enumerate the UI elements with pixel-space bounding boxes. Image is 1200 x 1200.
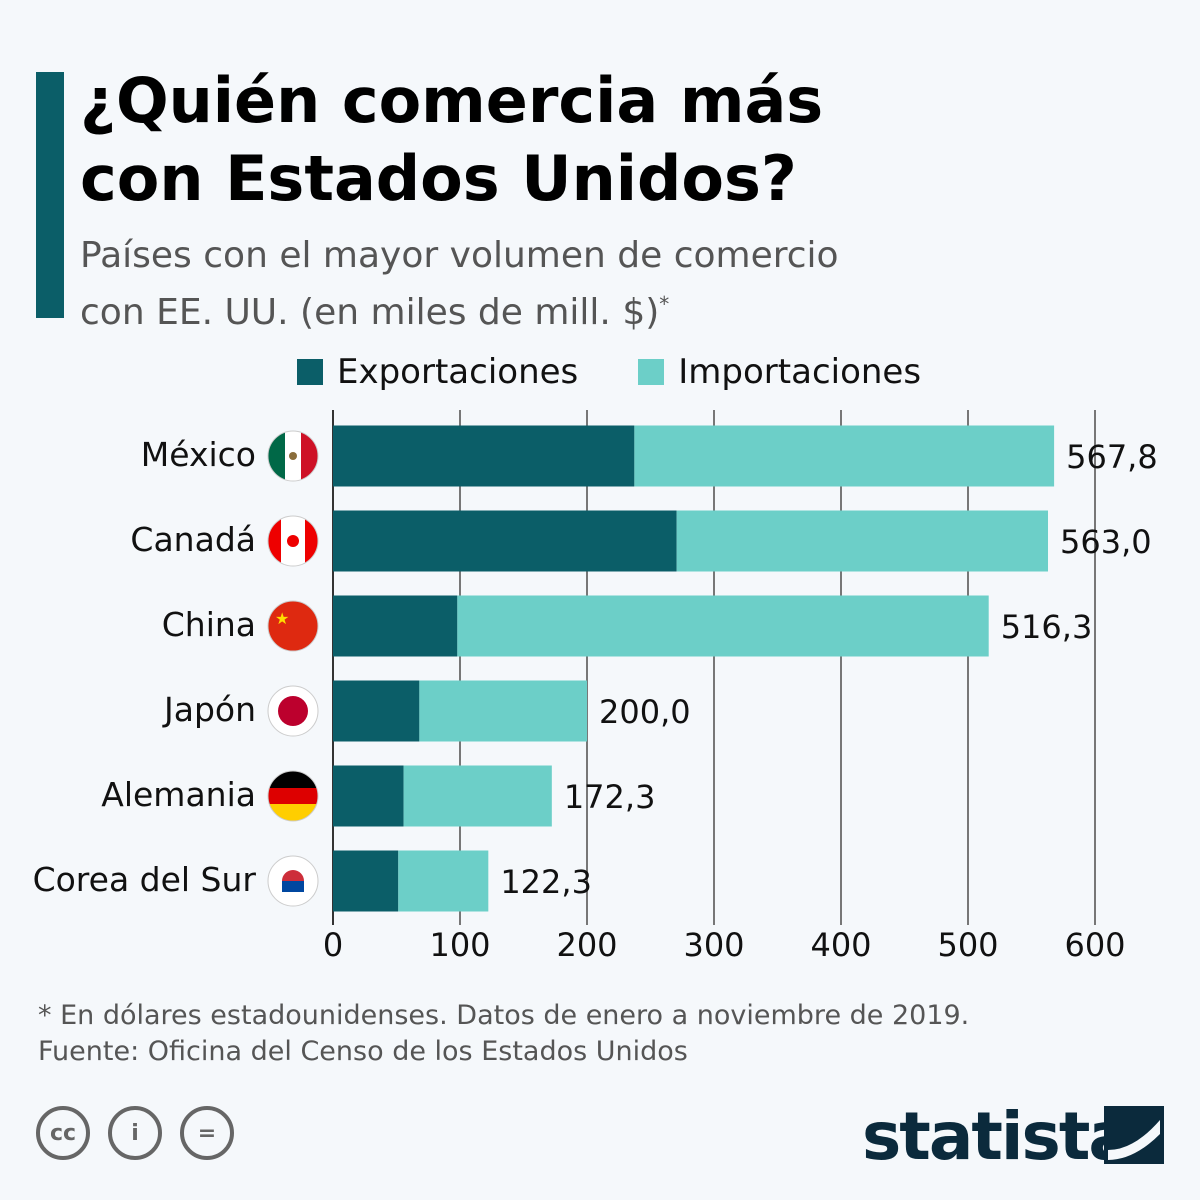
chart-subtitle: Países con el mayor volumen de comercio c…	[80, 235, 839, 333]
statista-logo-icon	[1104, 1106, 1164, 1164]
bar-exports	[333, 510, 677, 572]
legend-swatch-exports	[297, 359, 323, 385]
x-tick-label: 400	[810, 926, 871, 964]
source: Fuente: Oficina del Censo de los Estados…	[38, 1036, 688, 1067]
total-label: 172,3	[564, 778, 656, 816]
bar-imports	[419, 680, 587, 742]
total-label: 200,0	[599, 693, 691, 731]
x-tick-label: 200	[556, 926, 617, 964]
svg-text:★: ★	[275, 609, 289, 628]
category-label: Alemania	[101, 775, 256, 814]
legend-swatch-imports	[638, 359, 665, 385]
bar-imports	[634, 425, 1055, 487]
mexico-flag-icon	[267, 430, 319, 482]
germany-flag-icon	[267, 770, 319, 822]
attribution-icon[interactable]: i	[108, 1106, 162, 1160]
legend: Exportaciones Importaciones	[297, 352, 981, 392]
total-label: 122,3	[500, 863, 592, 901]
bar-exports	[333, 425, 635, 487]
accent-bar	[36, 72, 64, 318]
bar-chart: 0 100 200 300 400 500 600 567,8 México 563,0 Canad…	[33, 410, 1158, 964]
chart-title: ¿Quién comercia más con Estados Unidos?	[80, 64, 824, 215]
footnote: * En dólares estadounidenses. Datos de e…	[38, 1000, 970, 1067]
category-label: Corea del Sur	[33, 860, 257, 899]
category-label: China	[162, 605, 256, 644]
category-label: Japón	[162, 690, 256, 729]
total-label: 567,8	[1066, 438, 1158, 476]
canada-flag-icon	[267, 515, 319, 567]
japan-flag-icon	[267, 685, 319, 737]
category-label: México	[141, 435, 256, 474]
total-label: 516,3	[1001, 608, 1093, 646]
bar-exports	[333, 595, 458, 657]
bar-imports	[676, 510, 1049, 572]
legend-imports: Importaciones	[638, 352, 921, 392]
legend-label: Importaciones	[678, 352, 922, 392]
x-tick-label: 600	[1064, 926, 1125, 964]
x-tick-label: 300	[683, 926, 744, 964]
bar-exports	[333, 850, 399, 912]
bar-imports	[403, 765, 552, 827]
x-tick-label: 0	[323, 926, 343, 964]
total-label: 563,0	[1060, 523, 1152, 561]
bar-exports	[333, 680, 420, 742]
legend-exports: Exportaciones	[297, 352, 578, 392]
no-derivatives-icon[interactable]: =	[180, 1106, 234, 1160]
x-tick-label: 100	[429, 926, 490, 964]
bar-imports	[457, 595, 989, 657]
china-flag-icon: ★	[267, 600, 319, 652]
x-tick-label: 500	[937, 926, 998, 964]
category-label: Canadá	[130, 520, 256, 559]
bar-imports	[398, 850, 489, 912]
cc-license-icon[interactable]: cc	[36, 1106, 90, 1160]
statista-logo[interactable]: statista	[862, 1098, 1133, 1175]
bar-exports	[333, 765, 404, 827]
south-korea-flag-icon	[267, 855, 319, 907]
legend-label: Exportaciones	[337, 352, 579, 392]
